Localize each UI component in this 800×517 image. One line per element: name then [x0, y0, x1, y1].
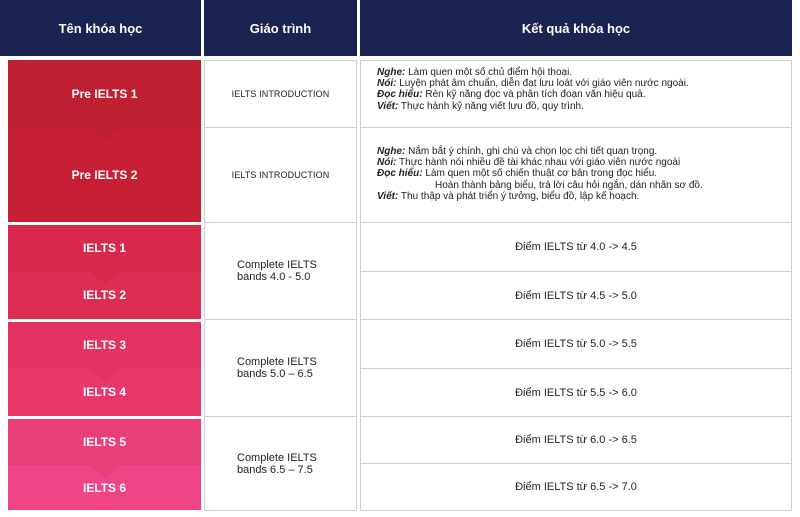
result-line: Viết: Thu thập và phát triển ý tưởng, bi… [377, 191, 781, 202]
course-name: IELTS 1 [82, 241, 127, 255]
skill-label: Nói: [377, 78, 397, 90]
step-arrow [87, 464, 122, 478]
band-result-cell: Điểm IELTS từ 6.0 -> 6.5 [360, 416, 792, 464]
step-arrow [87, 367, 122, 381]
step-arrow [87, 127, 122, 141]
syllabus-cell: IELTS INTRODUCTION [204, 60, 357, 128]
header-syllabus-label: Giáo trình [249, 20, 312, 36]
skill-text: Hoàn thành bảng biểu, trả lời câu hỏi ng… [435, 179, 703, 191]
band-result-cell: Điểm IELTS từ 4.0 -> 4.5 [360, 222, 792, 272]
band-result-text: Điểm IELTS từ 4.5 -> 5.0 [515, 289, 637, 302]
result-cell: Nghe: Nắm bắt ý chính, ghi chú và chọn l… [360, 127, 792, 223]
band-result-cell: Điểm IELTS từ 6.5 -> 7.0 [360, 463, 792, 511]
syllabus-text: IELTS INTRODUCTION [231, 170, 330, 180]
skill-text: Thu thập và phát triển ý tưởng, biểu đồ,… [398, 190, 640, 202]
skill-text: Thực hành kỹ năng viết lưu đồ, quy trình… [398, 100, 584, 112]
skill-text: Thực hành nói nhiều đề tài khác nhau với… [396, 157, 681, 169]
band-result-text: Điểm IELTS từ 5.0 -> 5.5 [515, 338, 637, 350]
result-line: Đọc hiểu: Rèn kỹ năng đọc và phân tích đ… [377, 89, 781, 100]
result-line: Nói: Luyện phát âm chuẩn, diễn đạt lưu l… [377, 78, 781, 89]
result-line: Đọc hiểu: Làm quen một số chiến thuật cơ… [377, 168, 781, 179]
skill-label: Nghe: [377, 67, 406, 78]
course-name: IELTS 4 [82, 385, 127, 399]
syllabus-text: IELTS INTRODUCTION [231, 89, 330, 99]
skill-label: Viết: [377, 100, 399, 112]
band-result-cell: Điểm IELTS từ 5.0 -> 5.5 [360, 319, 792, 369]
syllabus-text: Complete IELTS bands 4.0 - 5.0 [237, 259, 317, 283]
skill-text: Nắm bắt ý chính, ghi chú và chọn lọc chi… [405, 146, 658, 157]
header-result: Kết quả khóa học [360, 0, 792, 56]
course-step: IELTS 6 [8, 464, 201, 510]
header-result-label: Kết quả khóa học [521, 20, 631, 36]
result-line: Hoàn thành bảng biểu, trả lời câu hỏi ng… [377, 180, 781, 191]
course-step: IELTS 1 [8, 225, 201, 271]
band-result-cell: Điểm IELTS từ 5.5 -> 6.0 [360, 368, 792, 417]
skill-label: Viết: [377, 190, 399, 202]
course-name: IELTS 2 [82, 288, 127, 302]
skill-label: Đọc hiểu: [377, 168, 423, 180]
course-name: IELTS 3 [82, 338, 127, 352]
result-line: Nói: Thực hành nói nhiều đề tài khác nha… [377, 157, 781, 168]
result-cell: Nghe: Làm quen một số chủ điểm hội thoại… [360, 60, 792, 128]
skill-text: Rèn kỹ năng đọc và phân tích đoạn văn hi… [422, 89, 646, 101]
band-result-text: Điểm IELTS từ 6.5 -> 7.0 [515, 481, 637, 493]
result-line: Viết: Thực hành kỹ năng viết lưu đồ, quy… [377, 101, 781, 112]
skill-label: Nghe: [377, 146, 406, 157]
course-name: Pre IELTS 1 [71, 87, 138, 101]
skill-text: Làm quen một số chiến thuật cơ bản trong… [422, 168, 658, 180]
band-result-text: Điểm IELTS từ 5.5 -> 6.0 [515, 386, 637, 399]
header-syllabus: Giáo trình [204, 0, 357, 56]
skill-text: Làm quen một số chủ điểm hội thoại. [405, 67, 573, 78]
course-name: IELTS 6 [82, 480, 127, 495]
syllabus-cell: Complete IELTS bands 5.0 – 6.5 [204, 319, 357, 417]
course-step: IELTS 3 [8, 322, 201, 368]
course-step: IELTS 5 [8, 419, 201, 465]
step-arrow [87, 270, 122, 284]
syllabus-text: Complete IELTS bands 6.5 – 7.5 [237, 451, 317, 476]
syllabus-cell: Complete IELTS bands 4.0 - 5.0 [204, 222, 357, 320]
skill-label: Đọc hiểu: [377, 89, 423, 101]
course-step: IELTS 4 [8, 367, 201, 416]
skill-text: Luyện phát âm chuẩn, diễn đạt lưu loát v… [396, 78, 689, 90]
syllabus-cell: IELTS INTRODUCTION [204, 127, 357, 223]
syllabus-text: Complete IELTS bands 5.0 – 6.5 [237, 356, 317, 380]
course-name: Pre IELTS 2 [71, 168, 138, 182]
band-result-text: Điểm IELTS từ 4.0 -> 4.5 [515, 241, 637, 253]
band-result-text: Điểm IELTS từ 6.0 -> 6.5 [515, 434, 637, 446]
header-course-name: Tên khóa học [0, 0, 201, 56]
band-result-cell: Điểm IELTS từ 4.5 -> 5.0 [360, 271, 792, 320]
header-course-name-label: Tên khóa học [58, 20, 143, 36]
result-line: Nghe: Làm quen một số chủ điểm hội thoại… [377, 67, 781, 78]
syllabus-cell: Complete IELTS bands 6.5 – 7.5 [204, 416, 357, 511]
course-step: Pre IELTS 2 [8, 127, 201, 222]
course-step: Pre IELTS 1 [8, 60, 201, 128]
skill-label: Nói: [377, 157, 397, 169]
result-line: Nghe: Nắm bắt ý chính, ghi chú và chọn l… [377, 146, 781, 157]
course-step: IELTS 2 [8, 270, 201, 319]
course-name: IELTS 5 [82, 435, 127, 449]
